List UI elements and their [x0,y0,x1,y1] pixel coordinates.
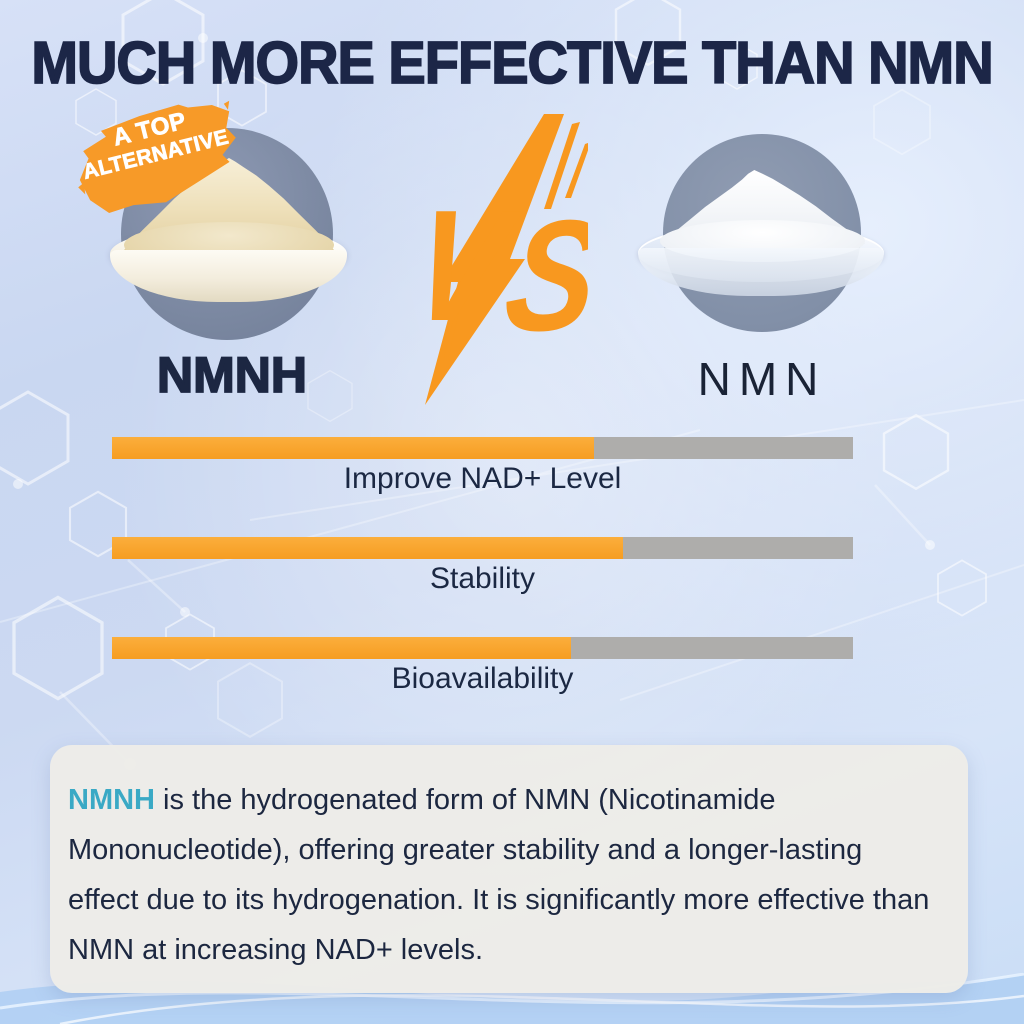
bar-label-improve-nad-level: Improve NAD+ Level [343,462,622,495]
nmnh-label: NMNH [156,346,308,404]
page-title: MUCH MORE EFFECTIVE THAN NMN [31,28,995,96]
vs-lightning-icon: V S [400,114,588,405]
bar-track-improve-nad-level [112,437,853,459]
description-paragraph: NMNH is the hydrogenated form of NMN (Ni… [50,745,968,975]
brush-stroke-icon [78,100,236,213]
description-body: is the hydrogenated form of NMN (Nicotin… [68,784,930,966]
bar-track-bioavailability [112,637,853,659]
bar-fill-bioavailability [112,637,572,659]
top-alternative-badge: A TOP ALTERNATIVE [60,81,253,237]
bar-track-stability [112,537,853,559]
description-card: NMNH is the hydrogenated form of NMN (Ni… [50,745,968,993]
bar-label-stability: Stability [429,562,536,595]
bar-fill-stability [112,537,624,559]
nmn-label: NMN [697,353,827,405]
bar-fill-improve-nad-level [112,437,594,459]
bar-label-bioavailability: Bioavailability [391,662,574,695]
description-highlight: NMNH [68,784,155,816]
